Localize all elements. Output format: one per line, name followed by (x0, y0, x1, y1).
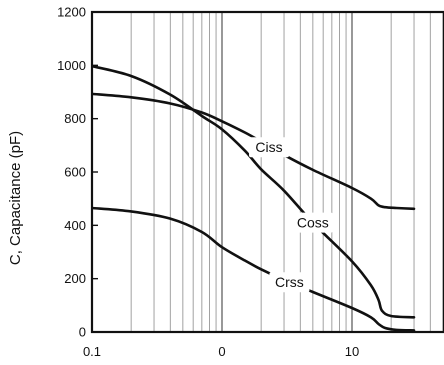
series-line-coss (92, 64, 416, 319)
y-axis-label: C, Capacitance (pF) (7, 131, 24, 265)
tick-labels: 0 200 400 600 800 1000 1200 0.1 0 10 (57, 5, 359, 360)
y-tick-label: 0 (79, 325, 86, 340)
y-tick-label: 800 (64, 111, 86, 126)
curve-label-text: Crss (275, 274, 304, 290)
curve-label-text: Ciss (255, 139, 282, 155)
curve-label-ciss: Ciss (249, 137, 290, 158)
curve-label-background (292, 212, 333, 233)
curve-labels: Ciss Coss Crss (249, 137, 333, 293)
series-lines (92, 64, 416, 332)
y-tick-label: 600 (64, 165, 86, 180)
curve-label-text: Coss (297, 215, 329, 231)
y-tick-label: 400 (64, 218, 86, 233)
curve-label-background (269, 272, 310, 293)
series-line-crss (92, 206, 416, 332)
axes (90, 10, 444, 334)
curve-label-background (249, 137, 290, 158)
curve-label-crss: Crss (269, 272, 310, 293)
grid-lines (130, 12, 444, 332)
x-tick-label: 0 (218, 344, 225, 359)
y-tick-label: 1200 (57, 5, 86, 20)
y-tick-label: 200 (64, 271, 86, 286)
curve-label-coss: Coss (292, 212, 333, 233)
x-tick-label: 10 (345, 344, 359, 359)
y-tick-label: 1000 (57, 58, 86, 73)
x-tick-label: 0.1 (83, 344, 101, 359)
